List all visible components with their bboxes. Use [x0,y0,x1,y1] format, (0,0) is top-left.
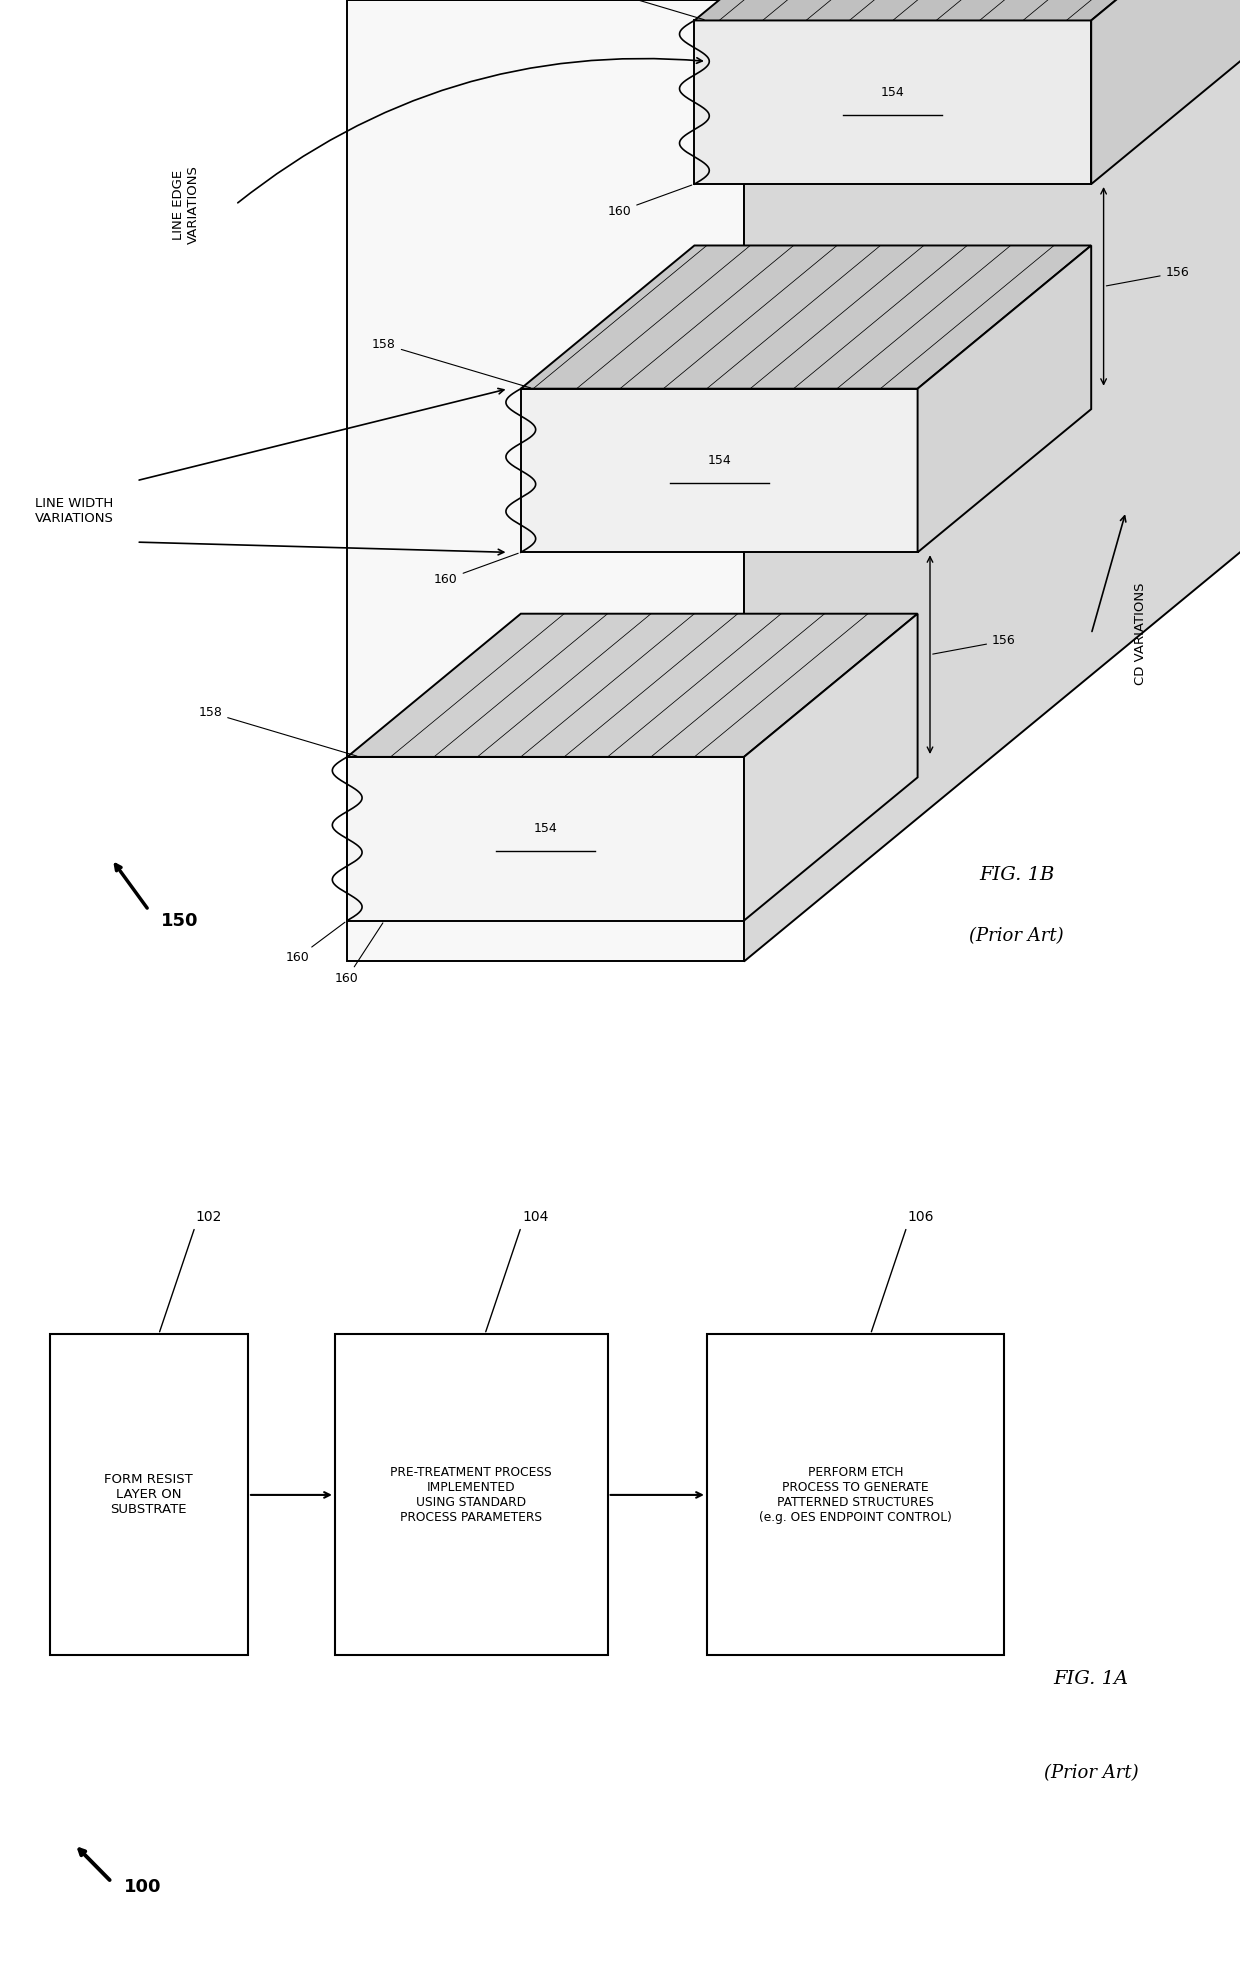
Text: 160: 160 [285,923,345,964]
FancyBboxPatch shape [707,1334,1004,1656]
Text: 158: 158 [198,706,357,755]
Text: 156: 156 [932,635,1016,655]
Polygon shape [347,614,918,757]
Text: CD VARIATIONS: CD VARIATIONS [1135,582,1147,685]
Text: 106: 106 [872,1210,934,1332]
Text: PRE-TREATMENT PROCESS
IMPLEMENTED
USING STANDARD
PROCESS PARAMETERS: PRE-TREATMENT PROCESS IMPLEMENTED USING … [391,1465,552,1524]
Text: FIG. 1B: FIG. 1B [980,865,1054,883]
FancyBboxPatch shape [335,1334,608,1656]
Polygon shape [347,0,744,962]
Text: LINE EDGE
VARIATIONS: LINE EDGE VARIATIONS [172,165,200,244]
Polygon shape [918,246,1091,553]
Text: LINE WIDTH
VARIATIONS: LINE WIDTH VARIATIONS [35,498,114,525]
Text: FIG. 1A: FIG. 1A [1054,1670,1128,1688]
Polygon shape [744,0,1240,962]
Text: 154: 154 [707,454,732,466]
Polygon shape [744,614,918,921]
Polygon shape [347,757,744,921]
Text: 158: 158 [372,338,531,387]
Text: 100: 100 [124,1878,161,1896]
Text: FORM RESIST
LAYER ON
SUBSTRATE: FORM RESIST LAYER ON SUBSTRATE [104,1473,193,1517]
Text: (Prior Art): (Prior Art) [970,926,1064,944]
Text: 150: 150 [161,911,198,930]
Text: (Prior Art): (Prior Art) [1044,1764,1138,1782]
Text: 154: 154 [880,85,905,98]
Text: 104: 104 [486,1210,548,1332]
Text: 160: 160 [335,923,383,985]
Text: PERFORM ETCH
PROCESS TO GENERATE
PATTERNED STRUCTURES
(e.g. OES ENDPOINT CONTROL: PERFORM ETCH PROCESS TO GENERATE PATTERN… [759,1465,952,1524]
Text: 156: 156 [1106,266,1189,285]
Polygon shape [694,0,1240,20]
Polygon shape [521,246,1091,389]
Text: 160: 160 [608,185,692,218]
Polygon shape [521,389,918,553]
FancyBboxPatch shape [50,1334,248,1656]
Text: 102: 102 [160,1210,222,1332]
Text: 154: 154 [533,822,558,836]
Text: 158: 158 [546,0,704,20]
Polygon shape [1091,0,1240,185]
Polygon shape [694,20,1091,185]
Text: 160: 160 [434,553,518,586]
